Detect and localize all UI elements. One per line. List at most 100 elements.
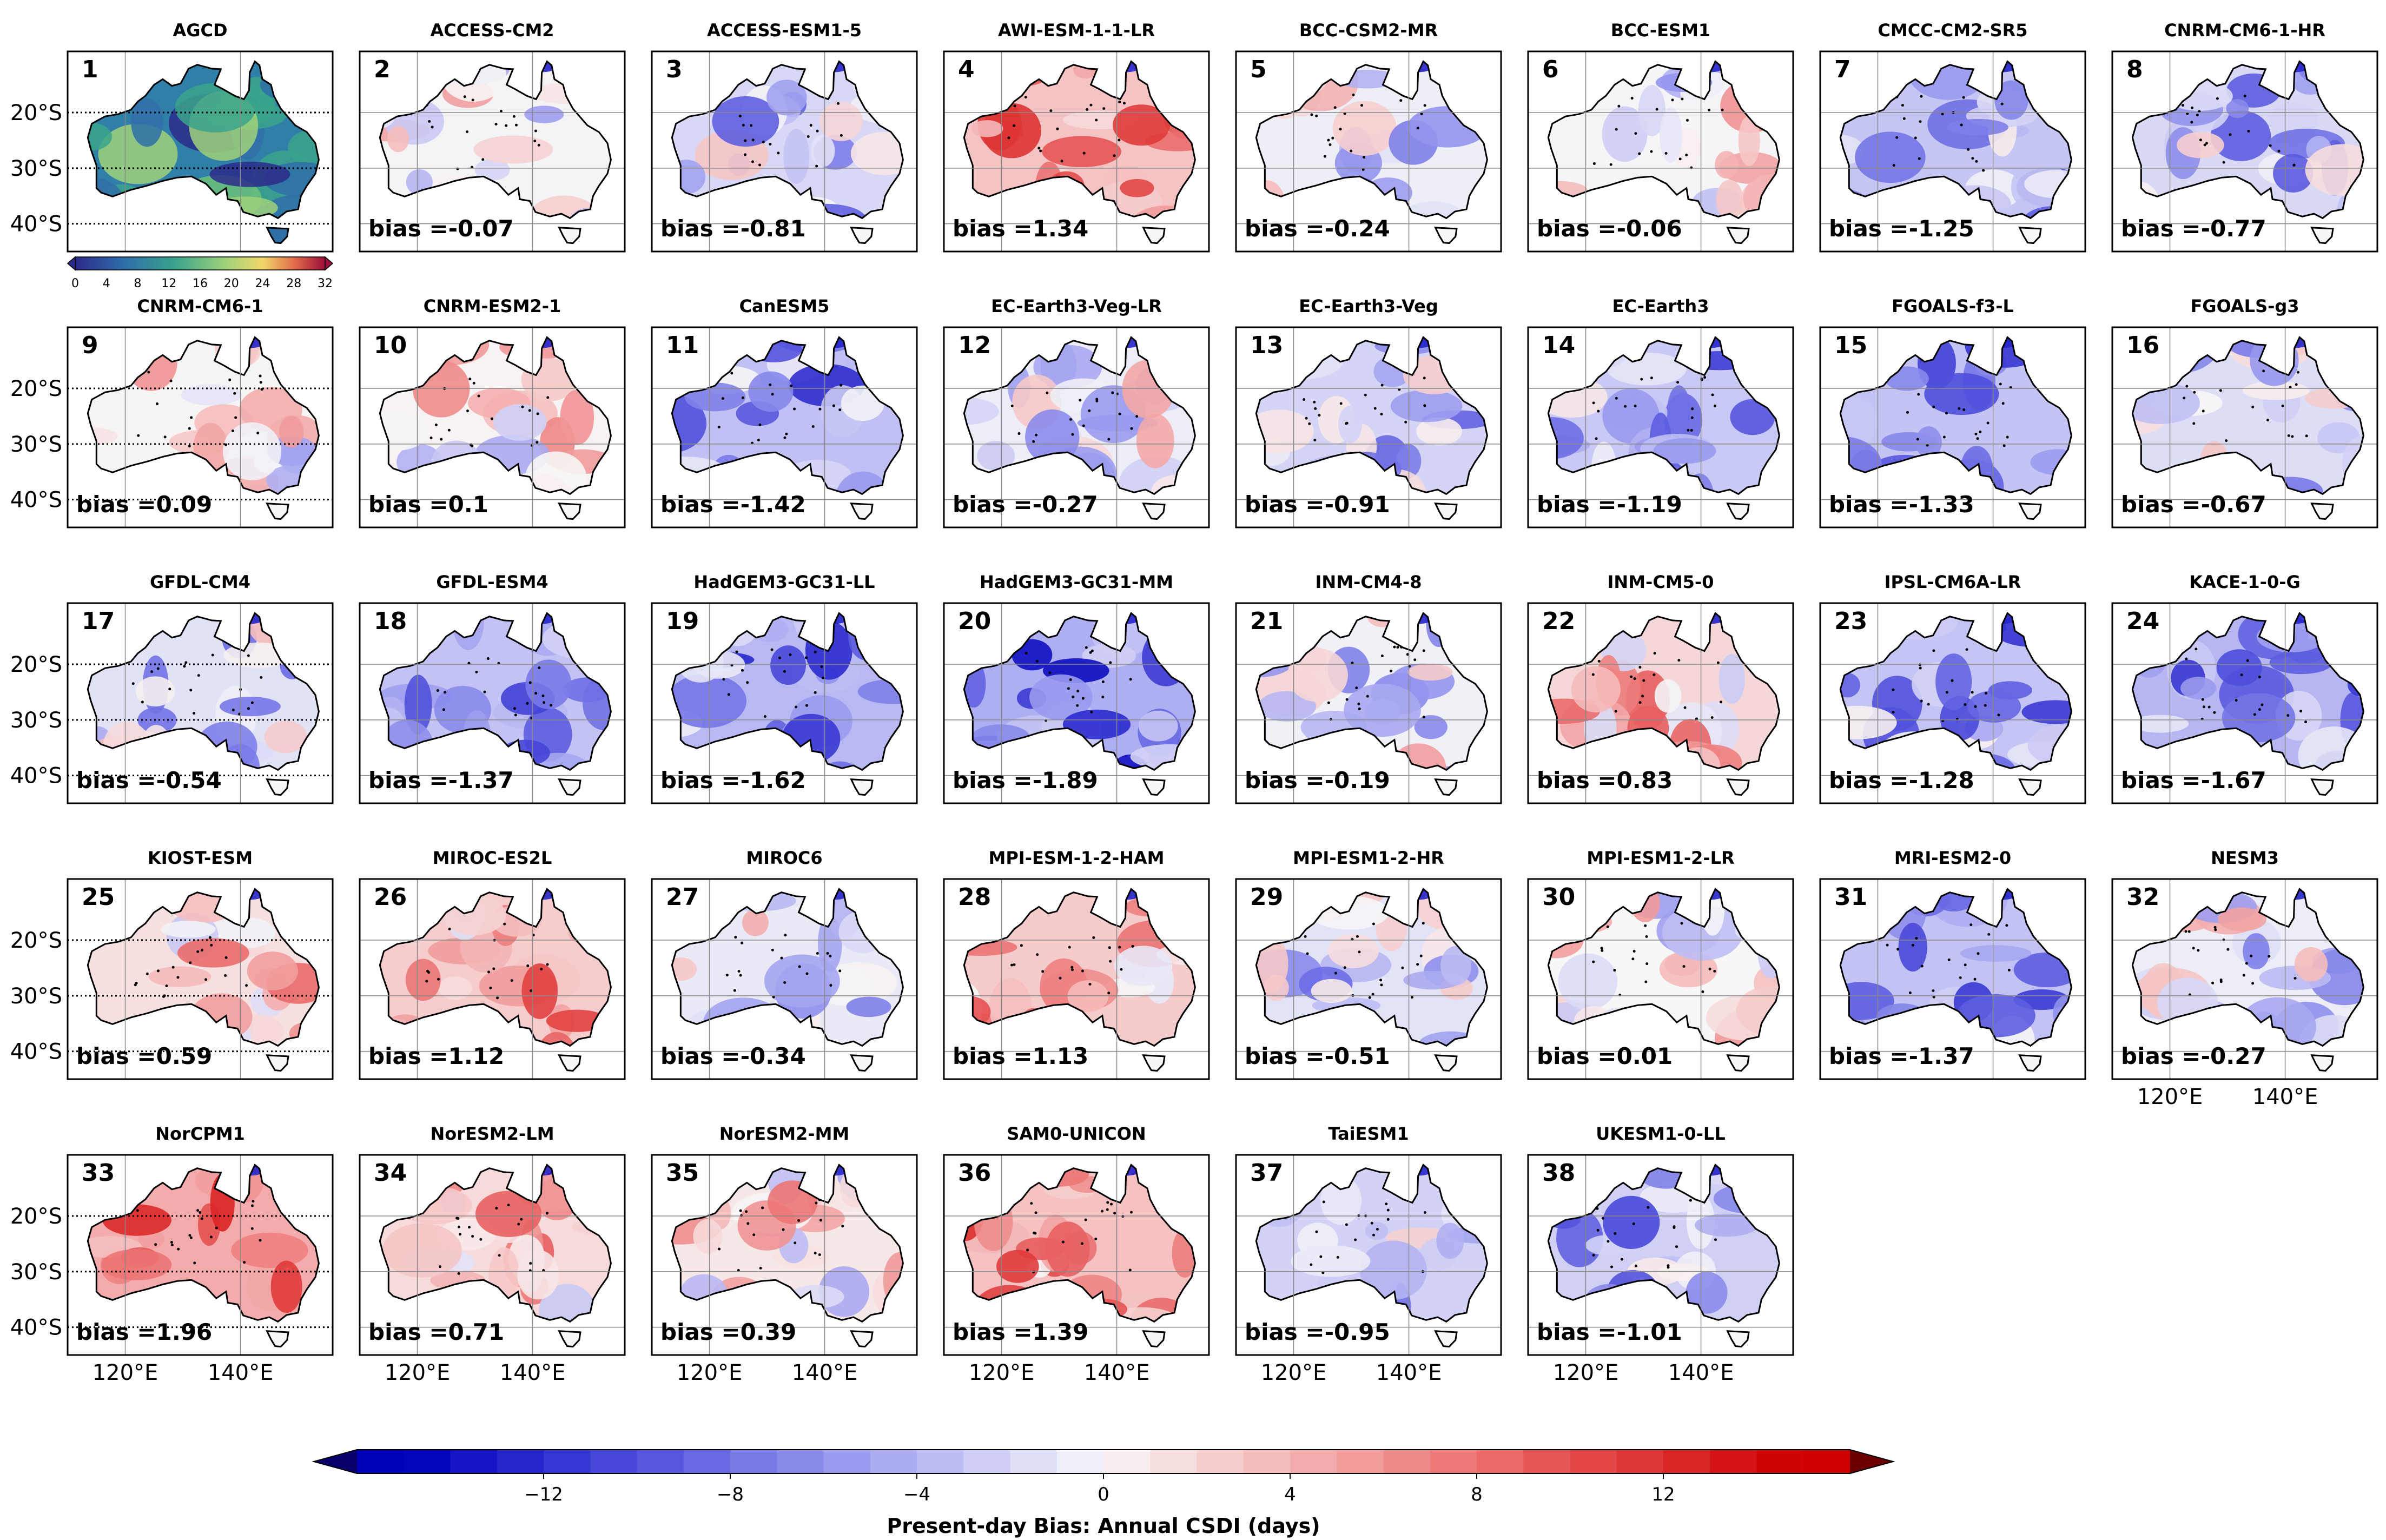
panel-title: BCC-CSM2-MR bbox=[1299, 20, 1438, 41]
bias-contour-blob bbox=[1136, 413, 1174, 468]
significance-dot bbox=[2196, 114, 2199, 117]
significance-dot bbox=[816, 129, 819, 133]
colorbar-tick-label: 8 bbox=[1471, 1484, 1483, 1505]
significance-dot bbox=[1399, 99, 1403, 102]
significance-dot bbox=[1401, 966, 1404, 969]
panel-index: 10 bbox=[374, 332, 407, 359]
significance-dot bbox=[1345, 421, 1349, 425]
significance-dot bbox=[1082, 424, 1085, 427]
tasmania-coastline bbox=[2310, 503, 2334, 520]
bias-contour-blob bbox=[1571, 666, 1621, 712]
significance-dot bbox=[1703, 376, 1707, 379]
panel-index: 29 bbox=[1250, 883, 1283, 911]
bias-contour-blob bbox=[964, 397, 999, 425]
bias-contour-blob bbox=[672, 160, 706, 194]
bias-contour-blob bbox=[883, 1252, 903, 1310]
significance-dot bbox=[538, 666, 541, 670]
significance-dot bbox=[814, 1252, 817, 1255]
australia-coastline bbox=[1255, 336, 1488, 495]
significance-dot bbox=[1962, 96, 1965, 99]
significance-dot bbox=[1327, 138, 1330, 142]
panel-frame bbox=[943, 326, 1210, 528]
significance-dot bbox=[1645, 935, 1648, 938]
significance-dot bbox=[1360, 104, 1363, 107]
significance-dot bbox=[489, 986, 492, 989]
significance-dot bbox=[471, 1234, 474, 1238]
significance-dot bbox=[1076, 704, 1079, 707]
significance-dot bbox=[1423, 404, 1426, 407]
significance-dot bbox=[1380, 655, 1384, 658]
bias-contour-blob bbox=[1256, 645, 1294, 678]
bias-contour-blob bbox=[517, 1250, 559, 1300]
significance-dot bbox=[471, 444, 474, 447]
significance-dot bbox=[1343, 966, 1346, 969]
significance-dot bbox=[2197, 949, 2200, 952]
significance-dot bbox=[1640, 378, 1643, 381]
map-panel: NorCPM1 33 bias =1.96 20°S 30°S 40°S 120°E 140°… bbox=[10, 1123, 334, 1385]
colorbar-segment bbox=[1337, 1450, 1384, 1473]
bias-contour-blob bbox=[1287, 648, 1348, 702]
bias-contour-blob bbox=[500, 739, 550, 766]
significance-dot bbox=[431, 125, 434, 129]
significance-dot bbox=[818, 1253, 821, 1257]
bias-contour-blob bbox=[499, 337, 572, 360]
significance-dot bbox=[1013, 104, 1016, 108]
significance-dot bbox=[1413, 658, 1417, 662]
significance-dot bbox=[2185, 385, 2189, 388]
significance-dot bbox=[1941, 113, 1944, 116]
tasmania-coastline bbox=[1726, 503, 1750, 520]
panel-frame bbox=[2111, 878, 2378, 1080]
significance-dot bbox=[1610, 1265, 1614, 1268]
significance-dot bbox=[771, 393, 774, 396]
significance-dot bbox=[822, 676, 825, 679]
significance-dot bbox=[495, 1207, 498, 1210]
panel-index: 18 bbox=[374, 607, 407, 635]
colorbar-segment bbox=[1430, 1450, 1477, 1473]
bias-contour-blob bbox=[1416, 417, 1462, 446]
significance-dot bbox=[1971, 691, 1974, 694]
australia-coastline bbox=[1839, 60, 2072, 220]
colorbar-min-arrow bbox=[314, 1450, 357, 1473]
significance-dot bbox=[1721, 108, 1724, 111]
colorbar-segment bbox=[1010, 1450, 1057, 1473]
significance-dot bbox=[741, 396, 744, 399]
significance-dot bbox=[503, 922, 506, 926]
map-panel: CNRM-CM6-1-HR 8 bias =-0.77 bbox=[2111, 20, 2378, 253]
significance-dot bbox=[1107, 438, 1111, 441]
bias-contour-blob bbox=[1715, 151, 1739, 179]
significance-dot bbox=[1333, 106, 1337, 109]
agcd-field-blob bbox=[260, 68, 319, 101]
significance-dot bbox=[1908, 991, 1912, 994]
map-panel: SAM0-UNICON 36 bias =1.39 120°E 140°E bbox=[943, 1123, 1210, 1385]
significance-dot bbox=[487, 970, 491, 974]
significance-dot bbox=[2186, 112, 2189, 115]
significance-dot bbox=[2207, 705, 2211, 709]
bias-field-base bbox=[2132, 337, 2364, 494]
panel-title: EC-Earth3 bbox=[1612, 296, 1709, 316]
significance-dot bbox=[1595, 437, 1598, 440]
bias-contour-blob bbox=[2024, 170, 2072, 199]
significance-dot bbox=[1932, 649, 1935, 652]
colorbar-segment bbox=[1477, 1450, 1524, 1473]
significance-dot bbox=[2202, 409, 2205, 413]
significance-dot bbox=[2185, 657, 2188, 660]
bias-contour-blob bbox=[1924, 373, 1999, 415]
panel-frame bbox=[943, 50, 1210, 253]
significance-dot bbox=[1076, 690, 1080, 693]
significance-dot bbox=[1932, 995, 1935, 999]
bias-contour-blob bbox=[102, 1204, 171, 1236]
panel-frame bbox=[1819, 602, 2086, 804]
significance-dot bbox=[190, 416, 193, 419]
panel-index: 34 bbox=[374, 1159, 407, 1187]
bias-contour-blob bbox=[2243, 933, 2270, 970]
significance-dot bbox=[1046, 391, 1049, 394]
map-panel: AGCD 1 20°S 30°S 40°S 0 4 8 12 16 20 24 28 32 bbox=[10, 20, 334, 290]
bias-contour-blob bbox=[788, 1285, 844, 1308]
significance-dot bbox=[1351, 662, 1354, 665]
australia-coastline bbox=[963, 612, 1196, 771]
significance-dot bbox=[512, 115, 515, 118]
australia-coastline bbox=[87, 1164, 320, 1323]
significance-dot bbox=[1358, 950, 1361, 954]
tasmania-coastline bbox=[1142, 227, 1166, 244]
bias-value: bias =-0.27 bbox=[2121, 1043, 2266, 1069]
